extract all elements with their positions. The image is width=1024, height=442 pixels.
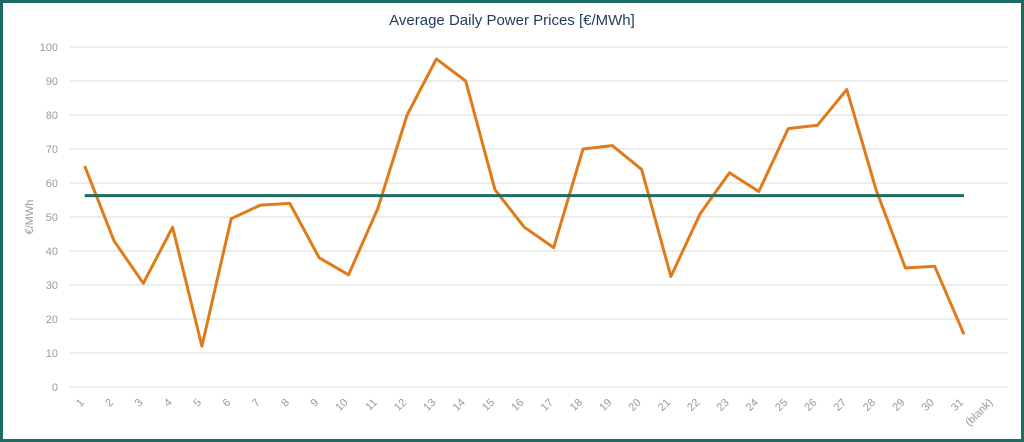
x-tick-label: 20 bbox=[627, 397, 644, 414]
y-tick-label: 80 bbox=[46, 110, 58, 122]
x-tick-label: 12 bbox=[392, 397, 409, 414]
x-tick-label: 24 bbox=[744, 397, 761, 414]
x-tick-label: 21 bbox=[656, 397, 673, 414]
y-axis-ticks: 0 10 20 30 40 50 60 70 80 90 100 bbox=[40, 42, 58, 394]
y-tick-label: 90 bbox=[46, 76, 58, 88]
x-tick-label: 4 bbox=[162, 397, 175, 410]
x-tick-label: (blank) bbox=[963, 397, 995, 429]
y-tick-label: 20 bbox=[46, 314, 58, 326]
x-tick-label: 30 bbox=[920, 397, 937, 414]
x-tick-label: 8 bbox=[279, 397, 292, 410]
x-tick-label: 5 bbox=[191, 397, 204, 410]
x-tick-label: 6 bbox=[221, 397, 234, 410]
x-tick-label: 1 bbox=[74, 397, 87, 410]
y-tick-label: 50 bbox=[46, 212, 58, 224]
x-tick-label: 23 bbox=[715, 397, 732, 414]
x-tick-label: 7 bbox=[250, 397, 263, 410]
x-tick-label: 9 bbox=[308, 397, 321, 410]
chart-title: Average Daily Power Prices [€/MWh] bbox=[389, 12, 635, 29]
y-tick-label: 30 bbox=[46, 280, 58, 292]
x-tick-label: 2 bbox=[103, 397, 116, 410]
daily-price-line bbox=[83, 57, 966, 348]
x-tick-label: 10 bbox=[333, 397, 350, 414]
x-tick-label: 17 bbox=[539, 397, 556, 414]
x-tick-label: 16 bbox=[509, 397, 526, 414]
x-axis-ticks: 1 2 3 4 5 6 7 8 9 10 11 12 13 14 15 16 17 18 19 20 21 22 23 24 2… bbox=[74, 397, 996, 429]
x-tick-label: 14 bbox=[451, 397, 468, 414]
y-tick-label: 40 bbox=[46, 246, 58, 258]
x-tick-label: 3 bbox=[133, 397, 146, 410]
y-tick-label: 0 bbox=[52, 382, 58, 394]
y-tick-label: 70 bbox=[46, 144, 58, 156]
x-tick-label: 27 bbox=[832, 397, 849, 414]
x-tick-label: 18 bbox=[568, 397, 585, 414]
x-tick-label: 29 bbox=[890, 397, 907, 414]
x-tick-label: 26 bbox=[802, 397, 819, 414]
x-tick-label: 25 bbox=[773, 397, 790, 414]
x-tick-label: 11 bbox=[363, 397, 380, 414]
y-axis-label: €/MWh bbox=[24, 200, 36, 235]
y-tick-label: 10 bbox=[46, 348, 58, 360]
y-tick-label: 60 bbox=[46, 178, 58, 190]
x-tick-label: 15 bbox=[480, 397, 497, 414]
x-tick-label: 22 bbox=[685, 397, 702, 414]
gridlines bbox=[70, 46, 1008, 388]
x-tick-label: 13 bbox=[421, 397, 438, 414]
x-tick-label: 19 bbox=[597, 397, 614, 414]
series bbox=[83, 57, 966, 348]
x-tick-label: 31 bbox=[949, 397, 966, 414]
y-tick-label: 100 bbox=[40, 42, 58, 54]
x-tick-label: 28 bbox=[861, 397, 878, 414]
